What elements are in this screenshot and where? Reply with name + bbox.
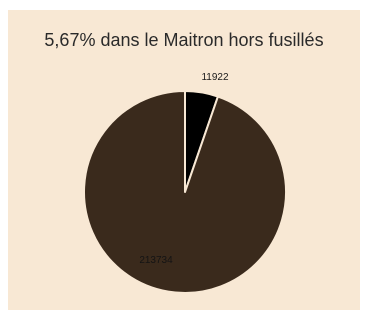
chart-card: 5,67% dans le Maitron hors fusillés 1192… [8,10,360,310]
pie-slice-213734 [83,90,287,294]
pie-chart: 11922 213734 [83,72,287,294]
chart-title: 5,67% dans le Maitron hors fusillés [44,30,324,50]
slice-label-11922: 11922 [201,72,229,83]
slice-label-213734: 213734 [139,255,173,266]
